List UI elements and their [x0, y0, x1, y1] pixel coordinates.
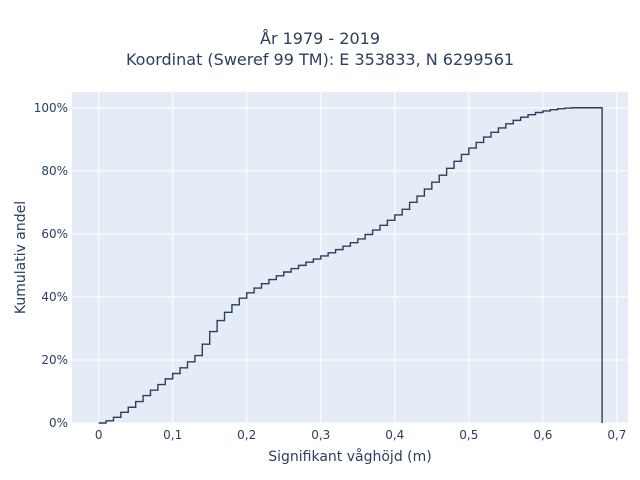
x-tick-label: 0: [95, 428, 103, 442]
y-tick-label: 40%: [41, 290, 68, 304]
x-tick-label: 0,5: [459, 428, 478, 442]
x-tick-label: 0,1: [163, 428, 182, 442]
y-tick-label: 80%: [41, 164, 68, 178]
x-tick-label: 0,7: [607, 428, 626, 442]
x-tick-label: 0,3: [311, 428, 330, 442]
y-tick-label: 20%: [41, 353, 68, 367]
x-tick-label: 0,4: [385, 428, 404, 442]
y-tick-label: 0%: [49, 416, 68, 430]
plot-area: [72, 92, 628, 423]
chart-subtitle: Koordinat (Sweref 99 TM): E 353833, N 62…: [125, 50, 515, 69]
x-axis-label: Signifikant våghöjd (m): [268, 448, 431, 465]
y-axis-label: Kumulativ andel: [13, 201, 29, 314]
x-tick-label: 0,6: [533, 428, 552, 442]
cumulative-step-line: [98, 107, 603, 424]
grid-lines: [72, 92, 628, 424]
x-tick-label: 0,2: [237, 428, 256, 442]
x-axis-ticks: 0 0,1 0,2 0,3 0,4 0,5 0,6 0,7: [95, 428, 627, 442]
y-axis-ticks: 0% 20% 40% 60% 80% 100%: [34, 101, 68, 430]
chart-title: År 1979 - 2019: [260, 29, 380, 48]
y-tick-label: 100%: [34, 101, 68, 115]
y-tick-label: 60%: [41, 227, 68, 241]
